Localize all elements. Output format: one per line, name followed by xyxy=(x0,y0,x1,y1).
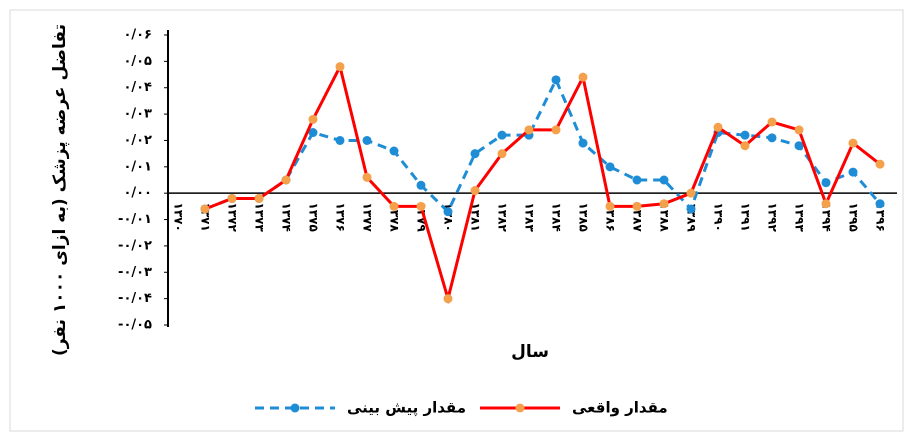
y-tick-label: -۰/۰۴ xyxy=(118,291,152,306)
y-tick-label: ۰/۰۴ xyxy=(123,80,152,95)
data-point xyxy=(362,172,372,182)
data-point xyxy=(686,188,696,198)
data-point xyxy=(659,199,669,209)
y-tick-label: ۰/۰۶ xyxy=(123,28,152,43)
x-tick-label: ۱۳۷۲ xyxy=(226,203,240,233)
x-tick-label: ۱۳۹۶ xyxy=(874,203,888,232)
data-point xyxy=(308,128,318,138)
x-tick-label: ۱۳۹۰ xyxy=(712,203,726,232)
y-tick-label: -۰/۰۳ xyxy=(118,265,152,280)
data-point xyxy=(686,204,696,214)
data-point xyxy=(632,201,642,211)
legend-label: مقدار واقعی xyxy=(572,399,668,417)
x-tick-label: ۱۳۷۴ xyxy=(280,203,294,232)
data-point xyxy=(389,146,399,156)
data-point xyxy=(200,204,210,214)
y-tick-label: ۰/۰۲ xyxy=(123,133,152,148)
x-tick-label: ۱۳۸۷ xyxy=(631,203,645,233)
x-tick-label: ۱۳۷۷ xyxy=(361,203,375,233)
y-tick-label: -۰/۰۱ xyxy=(118,212,152,227)
data-point xyxy=(767,133,777,143)
data-point xyxy=(821,178,831,188)
data-point xyxy=(497,130,507,140)
data-point xyxy=(497,149,507,159)
y-tick-label: ۰/۰۰ xyxy=(123,186,152,201)
data-point xyxy=(470,186,480,196)
x-tick-label: ۱۳۸۶ xyxy=(604,203,618,232)
x-tick-label: ۱۳۷۵ xyxy=(307,203,321,232)
x-tick-label: ۱۳۷۰ xyxy=(172,203,186,232)
data-point xyxy=(524,125,534,135)
data-point xyxy=(470,149,480,159)
data-point xyxy=(767,117,777,127)
data-point xyxy=(713,122,723,132)
data-point xyxy=(740,141,750,151)
data-point xyxy=(848,138,858,148)
data-point xyxy=(605,201,615,211)
y-tick-label: ۰/۰۵ xyxy=(123,54,152,69)
data-point xyxy=(578,72,588,82)
x-tick-label: ۱۳۸۲ xyxy=(496,203,510,233)
x-tick-label: ۱۳۹۳ xyxy=(793,203,807,233)
data-point xyxy=(416,180,426,190)
x-tick-label: ۱۳۸۸ xyxy=(658,203,672,233)
data-point xyxy=(875,199,885,209)
data-point xyxy=(551,75,561,85)
x-axis-title: سال xyxy=(511,342,549,362)
chart-frame xyxy=(9,9,904,432)
data-point xyxy=(416,201,426,211)
data-point xyxy=(551,125,561,135)
data-point xyxy=(821,199,831,209)
data-point xyxy=(335,135,345,145)
y-tick-label: ۰/۰۳ xyxy=(123,107,152,122)
data-point xyxy=(875,159,885,169)
x-tick-label: ۱۳۸۱ xyxy=(469,203,483,232)
data-point xyxy=(254,193,264,203)
data-point xyxy=(443,294,453,304)
legend-label: مقدار پیش بینی xyxy=(347,399,466,418)
x-tick-label: ۱۳۹۲ xyxy=(766,203,780,233)
y-axis-title: تفاضل عرضه پزشک (به ازای ۱۰۰۰ نفر) xyxy=(50,24,70,356)
x-tick-label: ۱۳۸۳ xyxy=(523,203,537,233)
legend-marker xyxy=(290,403,300,413)
x-tick-label: ۱۳۸۴ xyxy=(550,203,564,232)
data-point xyxy=(362,135,372,145)
series-line xyxy=(204,76,882,215)
y-tick-label: ۰/۰۱ xyxy=(123,159,152,174)
data-point xyxy=(443,207,453,217)
data-point xyxy=(308,114,318,124)
data-point xyxy=(740,130,750,140)
data-point xyxy=(335,62,345,72)
data-point xyxy=(848,167,858,177)
data-point xyxy=(659,175,669,185)
x-tick-label: ۱۳۹۱ xyxy=(739,203,753,232)
x-tick-label: ۱۳۷۶ xyxy=(334,203,348,232)
x-tick-label: ۱۳۹۴ xyxy=(820,203,834,232)
legend-marker xyxy=(515,403,525,413)
data-point xyxy=(794,141,804,151)
x-tick-label: ۱۳۸۵ xyxy=(577,203,591,232)
y-tick-label: -۰/۰۵ xyxy=(118,318,152,333)
data-point xyxy=(794,125,804,135)
data-point xyxy=(578,138,588,148)
x-tick-label: ۱۳۷۳ xyxy=(253,203,267,233)
data-point xyxy=(605,162,615,172)
data-point xyxy=(632,175,642,185)
data-point xyxy=(227,193,237,203)
x-tick-label: ۱۳۷۸ xyxy=(388,203,402,233)
series-line xyxy=(204,62,881,305)
y-tick-label: -۰/۰۲ xyxy=(118,238,152,253)
data-point xyxy=(389,201,399,211)
data-point xyxy=(281,175,291,185)
x-tick-label: ۱۳۹۵ xyxy=(847,203,861,232)
